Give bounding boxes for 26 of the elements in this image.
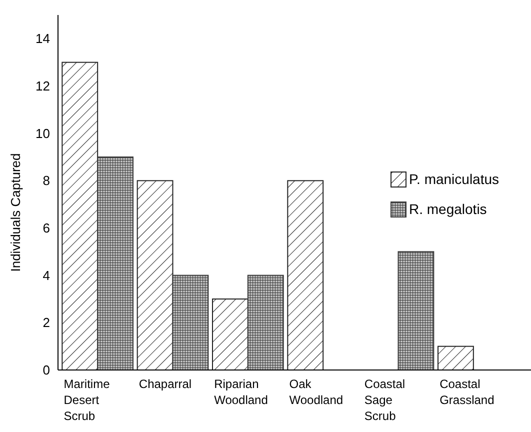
bar	[97, 156, 134, 370]
y-tick-label: 2	[42, 315, 50, 330]
bar	[398, 251, 434, 370]
x-tick-label: Chaparral	[138, 377, 192, 391]
y-tick-label: 10	[36, 126, 50, 141]
bar	[172, 274, 209, 370]
bar	[438, 346, 474, 370]
x-tick-label: Oak Woodland	[289, 377, 344, 407]
y-axis-title: Individuals Captured	[8, 153, 23, 272]
bar	[287, 180, 324, 370]
x-tick-label: Coastal Grassland	[440, 377, 494, 407]
bar	[62, 62, 98, 370]
y-tick-label: 12	[36, 78, 50, 94]
bar	[136, 180, 174, 370]
y-tick-label: 8	[42, 173, 50, 188]
y-tick-label: 14	[36, 31, 50, 46]
legend-label: R. megalotis	[409, 201, 487, 217]
y-tick-label: 4	[42, 268, 50, 283]
x-tick-label: Coastal Sage Scrub	[364, 377, 406, 423]
x-tick-label: Riparian Woodland	[214, 377, 268, 407]
y-tick-label: 0	[42, 362, 50, 378]
bar	[247, 274, 284, 370]
legend-label: P. maniculatus	[409, 171, 500, 187]
x-tick-label: Maritime Desert Scrub	[64, 377, 110, 423]
bar	[212, 298, 248, 370]
y-tick-label: 6	[42, 220, 50, 236]
